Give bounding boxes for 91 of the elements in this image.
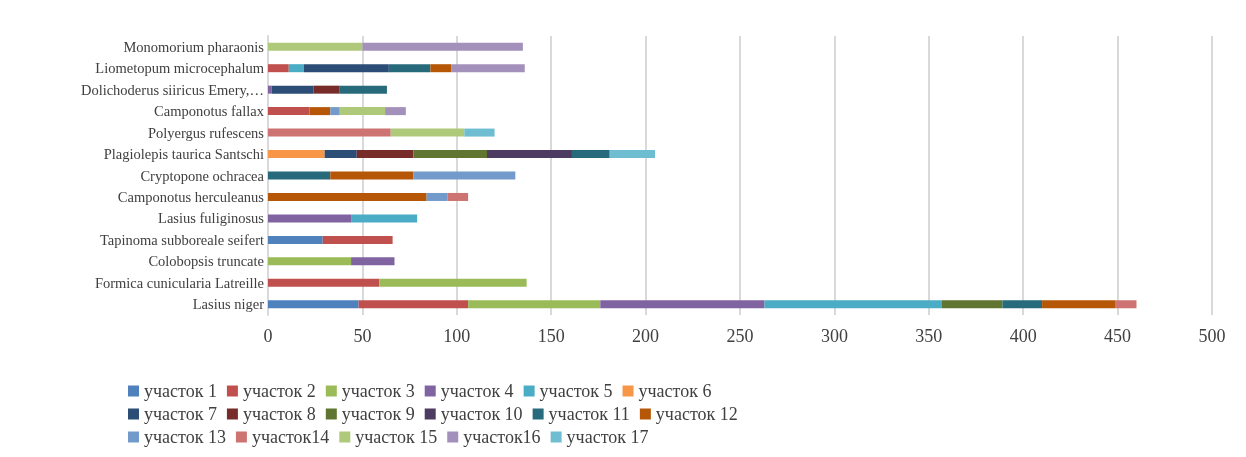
bar [271, 85, 314, 94]
legend-label: участок14 [251, 427, 330, 447]
y-tick-label: Formica cunicularia Latreille [94, 274, 264, 291]
bar [268, 107, 310, 116]
bar [322, 235, 393, 244]
bar [268, 278, 380, 287]
bar [413, 171, 516, 180]
legend-label: участок 5 [539, 381, 613, 401]
y-tick-label: Lasius niger [192, 296, 265, 313]
bar [362, 42, 523, 51]
legend-label: участок 12 [655, 404, 738, 424]
y-tick-label: Cryptopone ochracea [140, 167, 265, 184]
bar [764, 300, 943, 309]
bar [1042, 300, 1116, 309]
legend-label: участок 11 [548, 404, 630, 424]
bar [390, 128, 465, 137]
bar [330, 171, 414, 180]
legend-label: участок 13 [144, 427, 226, 447]
y-tick-label: Plagiolepis taurica Santschi [103, 146, 264, 163]
y-tick-label: Dolichoderus siiricus Emery,… [80, 81, 264, 98]
y-tick-label: Colobopsis truncate [148, 253, 264, 270]
y-tick-label: Camponotus fallax [154, 103, 265, 120]
bar [268, 150, 325, 159]
legend-label: участок 15 [355, 427, 438, 447]
bar [1002, 300, 1043, 309]
bar [351, 214, 418, 223]
bar [324, 150, 357, 159]
y-tick-label: Lasius fuliginosus [158, 210, 265, 227]
bar [447, 192, 469, 201]
x-tick-label: 200 [632, 326, 660, 346]
y-tick-label: Camponotus herculeanus [117, 188, 265, 205]
legend-label: участок 4 [440, 381, 514, 401]
bar [385, 107, 406, 116]
bar [268, 64, 289, 73]
y-tick-label: Polyergus rufescens [147, 124, 265, 141]
bar [351, 257, 395, 266]
x-tick-label: 350 [915, 326, 943, 346]
bar [268, 214, 352, 223]
legend-label: участок 2 [242, 381, 316, 401]
bar [942, 300, 1003, 309]
bar [268, 128, 391, 137]
bar [268, 257, 352, 266]
x-tick-label: 300 [820, 326, 848, 346]
x-tick-label: 100 [443, 326, 471, 346]
x-tick-label: 0 [263, 326, 273, 346]
bar [468, 300, 601, 309]
bar [268, 42, 363, 51]
bar [268, 171, 331, 180]
legend-label: участок 3 [341, 381, 415, 401]
bar [426, 192, 448, 201]
y-tick-label: Liometopum microcephalum [95, 60, 265, 77]
bar [571, 150, 610, 159]
x-tick-label: 500 [1198, 326, 1226, 346]
bar [600, 300, 765, 309]
x-tick-label: 50 [353, 326, 372, 346]
bar [609, 150, 656, 159]
bar [379, 278, 527, 287]
x-tick-label: 250 [726, 326, 754, 346]
legend-label: участок 9 [341, 404, 415, 424]
bar [1115, 300, 1137, 309]
bar [388, 64, 431, 73]
bar [268, 192, 427, 201]
legend-label: участок 10 [440, 404, 523, 424]
bar [268, 85, 272, 94]
bar [358, 300, 469, 309]
bar [464, 128, 495, 137]
bar [309, 107, 331, 116]
x-tick-label: 400 [1009, 326, 1037, 346]
y-tick-label: Monomorium pharaonis [123, 38, 265, 55]
y-tick-label: Tapinoma subboreale seifert [99, 231, 264, 248]
bar [268, 300, 359, 309]
bar [339, 107, 386, 116]
bar [487, 150, 572, 159]
bar [356, 150, 414, 159]
legend-label: участок 17 [566, 427, 649, 447]
x-tick-label: 450 [1104, 326, 1132, 346]
bar [330, 107, 340, 116]
bar [413, 150, 488, 159]
bar [339, 85, 387, 94]
bar [303, 64, 389, 73]
bar [451, 64, 525, 73]
bar [313, 85, 340, 94]
bar [430, 64, 452, 73]
legend-label: участок 8 [242, 404, 316, 424]
legend-label: участок 7 [144, 404, 217, 424]
bar [288, 64, 304, 73]
legend-label: участок 1 [144, 381, 217, 401]
x-tick-label: 150 [537, 326, 565, 346]
legend-label: участок 6 [638, 381, 712, 401]
bar [268, 235, 323, 244]
legend-label: участок16 [463, 427, 541, 447]
